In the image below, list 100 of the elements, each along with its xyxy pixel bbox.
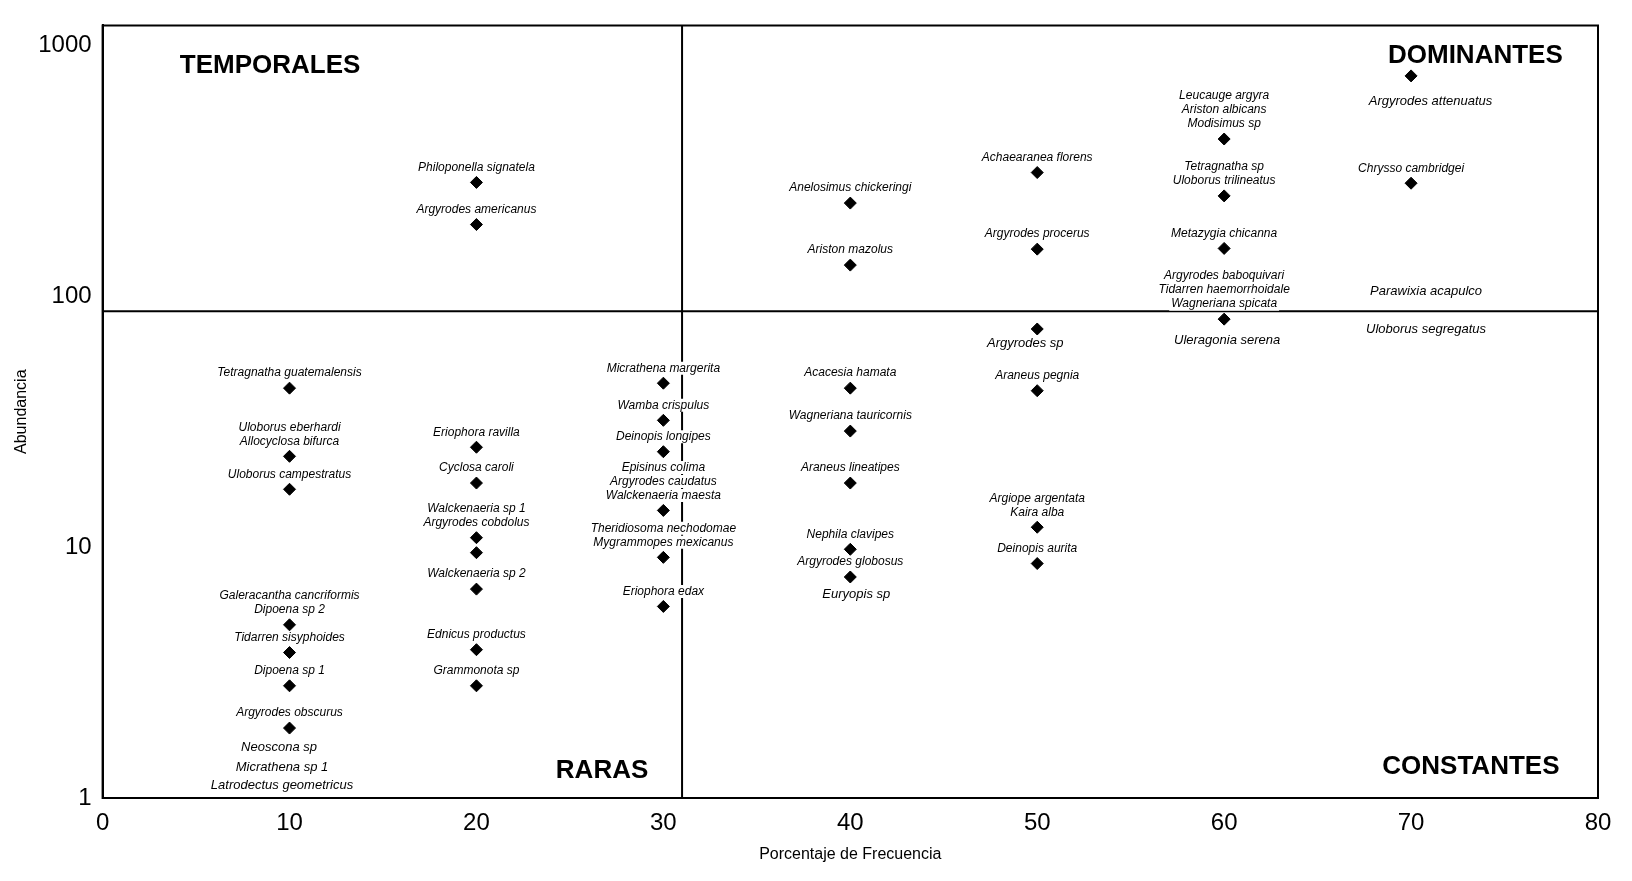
point [469, 440, 483, 454]
data-label: Argyrodes obscurus [235, 705, 343, 720]
point [283, 482, 297, 496]
point [283, 721, 297, 735]
x-tick-label: 0 [95, 808, 110, 836]
data-label: Argyrodes americanus [415, 201, 537, 216]
point [1217, 241, 1231, 255]
annotation: Neoscona sp [241, 739, 317, 755]
annotation: Latrodectus geometricus [210, 777, 354, 793]
data-label: Argiope argentata Kaira alba [988, 490, 1086, 519]
point [843, 542, 857, 556]
x-tick-label: 30 [650, 808, 677, 836]
point [469, 531, 483, 545]
y-tick-label: 100 [51, 280, 92, 308]
annotation: RARAS [555, 754, 649, 785]
data-label: Nephila clavipes [806, 526, 894, 541]
x-tick-label: 50 [1023, 808, 1051, 836]
x-axis-title: Porcentaje de Frecuencia [759, 844, 942, 862]
data-label: Chrysso cambridgei [1358, 160, 1465, 175]
point [1217, 312, 1231, 326]
point [283, 449, 297, 463]
data-label: Anelosimus chickeringi [788, 180, 912, 195]
y-tick-label: 1000 [38, 29, 92, 57]
data-label: Wamba crispulus [617, 397, 710, 412]
data-label: Grammonota sp [433, 663, 520, 678]
point [843, 424, 857, 438]
data-label: Eriophora ravilla [433, 424, 521, 439]
data-label: Achaearanea florens [980, 149, 1093, 164]
point [469, 546, 483, 560]
x-tick-label: 80 [1584, 808, 1612, 836]
y-axis-title: Abundancia [12, 369, 30, 454]
point [469, 175, 483, 189]
x-tick-label: 70 [1397, 808, 1425, 836]
point [469, 476, 483, 490]
point [843, 476, 857, 490]
annotation: Argyrodes sp [985, 334, 1064, 350]
data-label: Eriophora edax [622, 583, 706, 598]
point [1217, 132, 1231, 146]
data-label: Theridiosoma nechodomae Mygrammopes mexicanus [590, 520, 737, 549]
data-label: Leucauge argyra Ariston albicans Modisimus sp [1179, 88, 1270, 131]
data-label: Araneus pegnia [994, 368, 1080, 383]
data-label: Cyclosa caroli [439, 460, 515, 475]
data-label: Argyrodes procerus [983, 226, 1090, 241]
data-label: Tetragnatha sp Uloborus trilineatus [1172, 159, 1276, 188]
data-label: Tidarren sisyphoides [234, 629, 345, 644]
data-label: Uloborus eberhardi Allocyclosa bifurca [238, 419, 341, 448]
point [1404, 176, 1418, 190]
data-label: Episinus colima Argyrodes caudatus Walckenaeria maesta [605, 459, 722, 502]
point [656, 445, 670, 459]
point [1030, 242, 1044, 256]
data-label: Tetragnatha guatemalensis [217, 365, 362, 380]
point [656, 413, 670, 427]
data-label: Uloborus campestratus [227, 466, 352, 481]
annotation: Euryopis sp [822, 585, 891, 601]
point [469, 679, 483, 693]
point [656, 599, 670, 613]
x-tick-label: 40 [836, 808, 864, 836]
annotation: Parawixia acapulco [1370, 282, 1483, 298]
point [283, 381, 297, 395]
annotation: DOMINANTES [1387, 39, 1563, 70]
point [283, 646, 297, 660]
annotation: Uloborus segregatus [1366, 320, 1487, 336]
data-label: Metazygia chicanna [1171, 225, 1278, 240]
data-label: Ariston mazolus [806, 242, 893, 257]
point [843, 258, 857, 272]
data-label: Deinopis aurita [997, 540, 1078, 555]
annotation: Uleragonia serena [1174, 332, 1281, 348]
data-label: Ednicus productus [427, 627, 526, 642]
point [469, 582, 483, 596]
y-tick-label: 10 [64, 531, 92, 559]
data-label: Philoponella signatela [418, 159, 536, 174]
annotation: Micrathena sp 1 [235, 758, 329, 774]
point [656, 376, 670, 390]
data-label: Acacesia hamata [803, 365, 897, 380]
point [469, 643, 483, 657]
point [469, 218, 483, 232]
x-tick-label: 10 [276, 808, 303, 836]
annotation: TEMPORALES [179, 48, 361, 79]
point [1030, 520, 1044, 534]
data-label: Argyrodes globosus [796, 554, 904, 569]
data-label: Argyrodes baboquivari Tidarren haemorrhoidale Wagneriana spicata [1158, 268, 1291, 311]
point [843, 196, 857, 210]
point [1030, 384, 1044, 398]
point [656, 550, 670, 564]
point [1217, 189, 1231, 203]
data-label: Walckenaeria sp 1 Argyrodes cobdolus [422, 501, 530, 530]
point [1404, 69, 1418, 83]
data-label: Dipoena sp 1 [254, 663, 325, 678]
point [1030, 557, 1044, 571]
data-label: Micrathena margerita [606, 360, 721, 375]
x-tick-label: 60 [1210, 808, 1238, 836]
data-label: Galeracantha cancriformis Dipoena sp 2 [219, 588, 360, 617]
point [283, 679, 297, 693]
point [656, 503, 670, 517]
point [283, 618, 297, 632]
point [843, 381, 857, 395]
annotation: CONSTANTES [1382, 750, 1560, 781]
x-tick-label: 20 [463, 808, 490, 836]
y-tick-label: 1 [78, 782, 92, 810]
data-label: Araneus lineatipes [799, 460, 900, 475]
